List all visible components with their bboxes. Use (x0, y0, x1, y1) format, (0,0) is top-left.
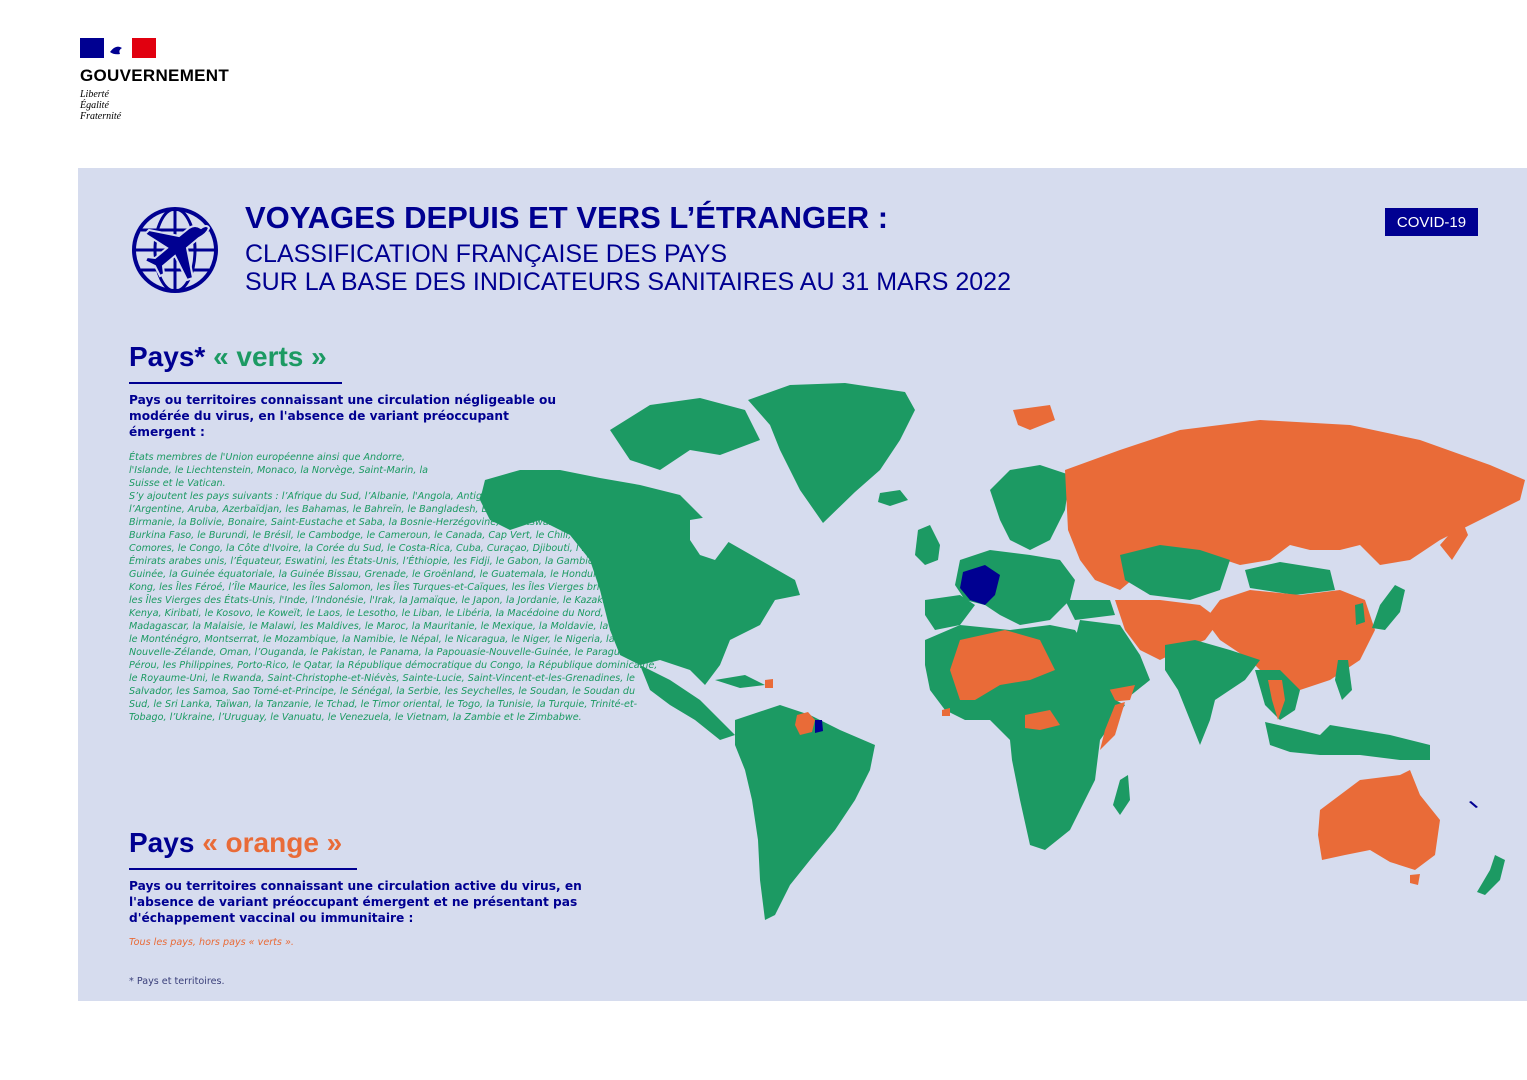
green-section-title: Pays* « verts » (129, 341, 327, 373)
map-korea (1355, 603, 1365, 625)
orange-section-description: Pays ou territoires connaissant une circ… (129, 879, 582, 925)
government-logo: GOUVERNEMENT Liberté Égalité Fraternité (80, 38, 280, 122)
covid-badge: COVID-19 (1385, 208, 1478, 236)
motto-liberte: Liberté (80, 89, 109, 100)
map-france (960, 565, 1000, 605)
map-mongolia (1245, 562, 1335, 595)
map-south-america (735, 705, 875, 920)
footnote: * Pays et territoires. (129, 976, 225, 987)
map-kazakhstan (1120, 545, 1230, 600)
marianne-flag-icon (80, 38, 280, 58)
map-indonesia (1265, 722, 1430, 760)
map-guyana-suriname (795, 712, 815, 735)
map-iberia (925, 595, 975, 630)
map-arctic-islands (610, 398, 760, 470)
motto-fraternite: Fraternité (80, 111, 122, 122)
orange-section-divider (129, 868, 357, 870)
map-haiti (765, 679, 773, 688)
map-india (1165, 640, 1260, 745)
map-tasmania (1410, 874, 1420, 885)
green-list-intro: États membres de l'Union européenne ains… (129, 452, 429, 489)
map-algeria-libya (950, 630, 1055, 700)
green-title-label: « verts » (213, 341, 327, 372)
motto-egalite: Égalité (80, 100, 109, 111)
map-kamchatka (1440, 520, 1468, 560)
map-australia (1318, 770, 1440, 870)
page-title: VOYAGES DEPUIS ET VERS L’ÉTRANGER : (245, 200, 889, 235)
map-iran-central-asia (1115, 600, 1220, 660)
green-section-divider (129, 382, 342, 384)
map-sierra-leone (942, 708, 950, 716)
map-scandinavia (990, 465, 1070, 550)
map-uk (915, 525, 940, 565)
map-somalia (1100, 702, 1125, 750)
map-central-african-rep (1025, 710, 1060, 730)
page-subtitle: CLASSIFICATION FRANÇAISE DES PAYS SUR LA… (245, 240, 1011, 296)
map-french-guiana (815, 720, 823, 733)
map-north-america (480, 470, 800, 685)
map-japan (1372, 585, 1405, 630)
map-central-america (640, 665, 735, 740)
map-svalbard (1013, 405, 1055, 430)
globe-airplane-icon (132, 207, 218, 293)
orange-title-label: « orange » (202, 827, 343, 858)
map-philippines (1335, 660, 1352, 700)
map-turkey (1065, 600, 1115, 620)
republic-motto: Liberté Égalité Fraternité (80, 89, 280, 122)
map-new-zealand (1477, 855, 1505, 895)
world-map (480, 383, 1525, 920)
green-country-list: États membres de l'Union européenne ains… (129, 451, 669, 724)
government-name: GOUVERNEMENT (80, 66, 230, 85)
map-china (1205, 590, 1375, 690)
orange-section-note: Tous les pays, hors pays « verts ». (129, 937, 294, 948)
orange-title-prefix: Pays (129, 827, 195, 858)
map-new-caledonia (1469, 801, 1478, 808)
map-madagascar (1113, 775, 1130, 815)
orange-section-title: Pays « orange » (129, 827, 342, 859)
green-section-description: Pays ou territoires connaissant une circ… (129, 393, 557, 439)
map-greenland (748, 383, 915, 523)
map-cuba (715, 675, 765, 688)
green-title-prefix: Pays* (129, 341, 206, 372)
map-yemen (1108, 685, 1135, 702)
subtitle-line-1: CLASSIFICATION FRANÇAISE DES PAYS (245, 240, 728, 268)
green-list-countries: S’y ajoutent les pays suivants : l’Afriq… (129, 491, 658, 723)
subtitle-line-2: SUR LA BASE DES INDICATEURS SANITAIRES A… (245, 268, 1011, 296)
map-iceland (878, 490, 908, 506)
map-thailand (1268, 680, 1285, 720)
